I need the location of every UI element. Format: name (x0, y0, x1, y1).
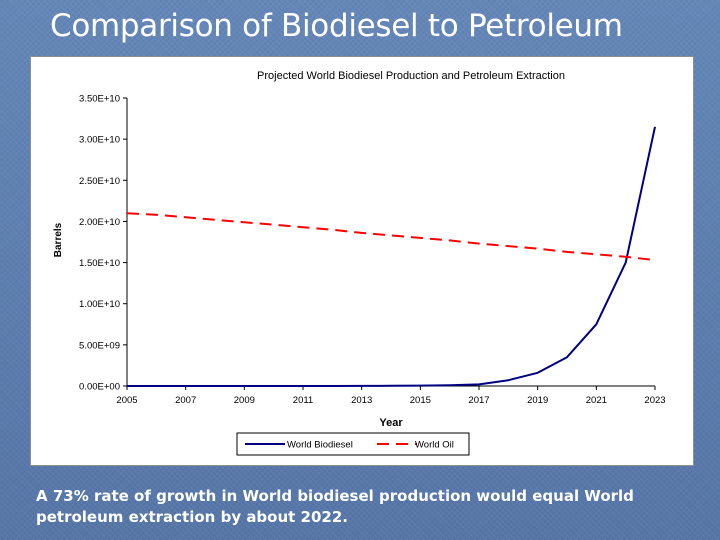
x-tick-label: 2021 (586, 395, 607, 406)
x-tick-label: 2009 (234, 395, 255, 406)
legend-world-oil-label: World Oil (415, 440, 454, 451)
slide-caption: A 73% rate of growth in World biodiesel … (36, 487, 634, 526)
y-tick-label: 3.50E+10 (79, 94, 120, 105)
x-tick-label: 2019 (527, 395, 548, 406)
y-tick-label: 2.50E+10 (79, 176, 120, 187)
y-tick-label: 1.50E+10 (79, 258, 120, 269)
x-tick-label: 2017 (468, 395, 489, 406)
x-tick-label: 2007 (175, 395, 196, 406)
x-tick-label: 2011 (293, 395, 313, 406)
y-tick-label: 5.00E+09 (79, 340, 120, 351)
legend-world-biodiesel-label: World Biodiesel (287, 440, 353, 451)
series-line-world-oil (126, 212, 656, 262)
y-tick-label: 3.00E+10 (79, 135, 120, 146)
series-line-world-biodiesel (127, 126, 656, 387)
y-tick-label: 1.00E+10 (79, 299, 120, 310)
line-chart: Projected World Biodiesel Production and… (53, 70, 666, 456)
slide-title: Comparison of Biodiesel to Petroleum (50, 8, 623, 44)
y-tick-label: 0.00E+00 (79, 382, 120, 393)
x-axis-label: Year (379, 417, 403, 429)
y-axis-label: Barrels (53, 222, 64, 257)
chart-title: Projected World Biodiesel Production and… (257, 70, 565, 82)
x-tick-label: 2023 (644, 395, 665, 406)
legend-box (236, 432, 470, 456)
x-tick-label: 2015 (410, 395, 431, 406)
x-tick-label: 2013 (351, 395, 372, 406)
y-tick-label: 2.00E+10 (79, 217, 120, 228)
chart-frame: Projected World Biodiesel Production and… (30, 56, 694, 466)
x-tick-label: 2005 (116, 395, 137, 406)
